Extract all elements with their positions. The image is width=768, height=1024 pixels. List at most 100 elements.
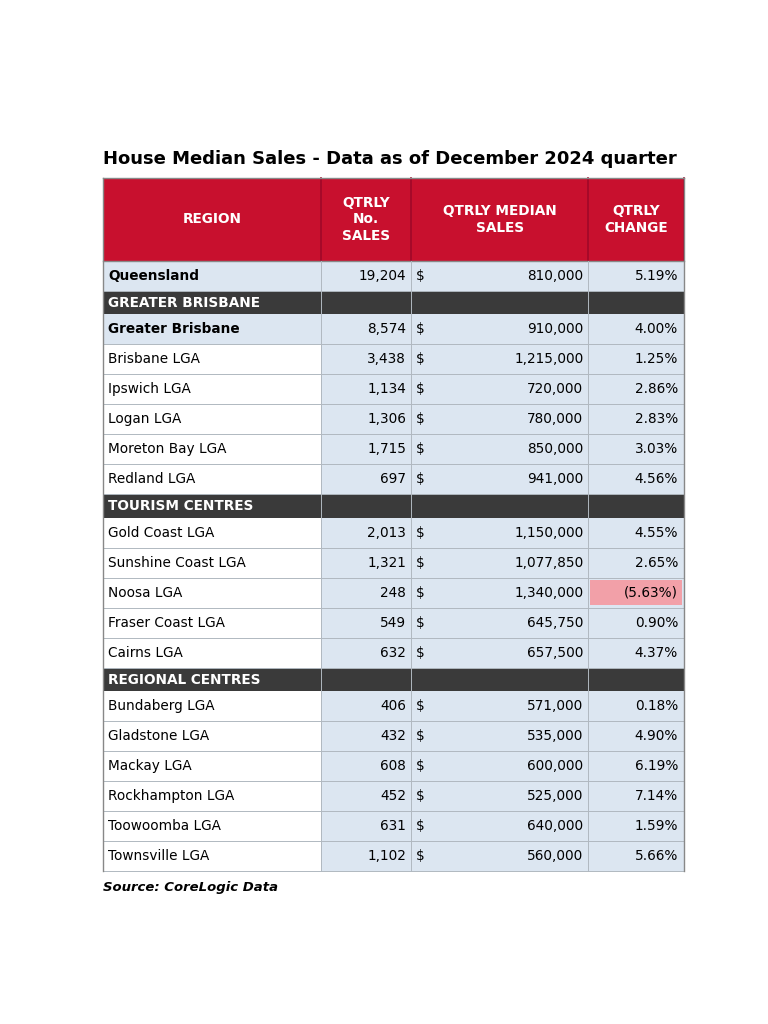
Text: Redland LGA: Redland LGA <box>108 472 195 486</box>
Text: Gladstone LGA: Gladstone LGA <box>108 729 209 743</box>
Bar <box>103 721 321 752</box>
Bar <box>411 811 588 841</box>
Text: 452: 452 <box>380 790 406 803</box>
Text: Cairns LGA: Cairns LGA <box>108 646 183 659</box>
Text: 6.19%: 6.19% <box>634 759 678 773</box>
Bar <box>321 608 411 638</box>
Bar <box>588 578 684 608</box>
Text: REGIONAL CENTRES: REGIONAL CENTRES <box>108 673 260 686</box>
Text: $: $ <box>415 352 425 367</box>
Bar <box>411 261 588 291</box>
Text: 631: 631 <box>380 819 406 834</box>
Text: 1,077,850: 1,077,850 <box>515 556 584 569</box>
Bar <box>103 434 321 464</box>
Text: 7.14%: 7.14% <box>635 790 678 803</box>
Bar <box>103 668 684 691</box>
Bar <box>411 344 588 375</box>
Bar <box>588 752 684 781</box>
Text: 640,000: 640,000 <box>528 819 584 834</box>
Bar <box>411 578 588 608</box>
Bar <box>411 638 588 668</box>
Text: 645,750: 645,750 <box>527 615 584 630</box>
Bar <box>588 691 684 721</box>
Bar <box>321 404 411 434</box>
Text: Noosa LGA: Noosa LGA <box>108 586 182 600</box>
Bar <box>588 721 684 752</box>
Text: 248: 248 <box>380 586 406 600</box>
Bar <box>321 638 411 668</box>
Text: 657,500: 657,500 <box>527 646 584 659</box>
Bar <box>321 261 411 291</box>
Text: 608: 608 <box>380 759 406 773</box>
Text: 406: 406 <box>380 699 406 714</box>
Text: 850,000: 850,000 <box>527 442 584 457</box>
Text: 2,013: 2,013 <box>367 526 406 540</box>
Bar <box>321 811 411 841</box>
Bar <box>103 404 321 434</box>
Text: QTRLY
CHANGE: QTRLY CHANGE <box>604 205 668 234</box>
Text: Fraser Coast LGA: Fraser Coast LGA <box>108 615 225 630</box>
Text: 1,102: 1,102 <box>367 849 406 863</box>
Text: 941,000: 941,000 <box>527 472 584 486</box>
Text: Bundaberg LGA: Bundaberg LGA <box>108 699 214 714</box>
Bar <box>321 752 411 781</box>
Bar <box>321 434 411 464</box>
Text: $: $ <box>415 615 425 630</box>
Text: Toowoomba LGA: Toowoomba LGA <box>108 819 221 834</box>
Text: REGION: REGION <box>183 212 242 226</box>
Bar <box>103 638 321 668</box>
Text: 4.56%: 4.56% <box>634 472 678 486</box>
Text: 810,000: 810,000 <box>528 269 584 283</box>
Text: $: $ <box>415 646 425 659</box>
Text: 910,000: 910,000 <box>527 323 584 337</box>
Bar <box>103 841 321 871</box>
Bar <box>588 464 684 495</box>
Text: 1,340,000: 1,340,000 <box>515 586 584 600</box>
Bar <box>103 781 321 811</box>
Bar <box>588 404 684 434</box>
Bar <box>588 375 684 404</box>
Bar <box>103 291 684 314</box>
Bar <box>321 518 411 548</box>
Text: 4.55%: 4.55% <box>634 526 678 540</box>
Bar <box>321 691 411 721</box>
Text: Greater Brisbane: Greater Brisbane <box>108 323 240 337</box>
Text: 1,715: 1,715 <box>367 442 406 457</box>
Text: $: $ <box>415 526 425 540</box>
Bar <box>103 344 321 375</box>
Text: $: $ <box>415 413 425 426</box>
Text: 4.37%: 4.37% <box>635 646 678 659</box>
Text: $: $ <box>415 729 425 743</box>
Text: 632: 632 <box>380 646 406 659</box>
Text: $: $ <box>415 472 425 486</box>
Bar <box>103 548 321 578</box>
Bar <box>588 518 684 548</box>
Text: Brisbane LGA: Brisbane LGA <box>108 352 200 367</box>
Bar <box>103 752 321 781</box>
Bar <box>411 314 588 344</box>
Text: 5.19%: 5.19% <box>634 269 678 283</box>
Bar <box>588 811 684 841</box>
Text: 2.65%: 2.65% <box>634 556 678 569</box>
Text: 432: 432 <box>380 729 406 743</box>
Text: $: $ <box>415 442 425 457</box>
Text: 535,000: 535,000 <box>527 729 584 743</box>
Text: 720,000: 720,000 <box>528 382 584 396</box>
Text: 549: 549 <box>380 615 406 630</box>
Bar <box>321 375 411 404</box>
Bar <box>588 314 684 344</box>
Bar <box>588 434 684 464</box>
Bar <box>588 841 684 871</box>
Text: 697: 697 <box>380 472 406 486</box>
Bar <box>321 344 411 375</box>
Bar <box>321 314 411 344</box>
Bar <box>411 691 588 721</box>
Bar <box>588 261 684 291</box>
Text: $: $ <box>415 323 425 337</box>
Text: 1,150,000: 1,150,000 <box>515 526 584 540</box>
Bar <box>411 518 588 548</box>
Bar <box>411 548 588 578</box>
Text: $: $ <box>415 849 425 863</box>
Text: 1.25%: 1.25% <box>634 352 678 367</box>
Text: TOURISM CENTRES: TOURISM CENTRES <box>108 499 253 513</box>
